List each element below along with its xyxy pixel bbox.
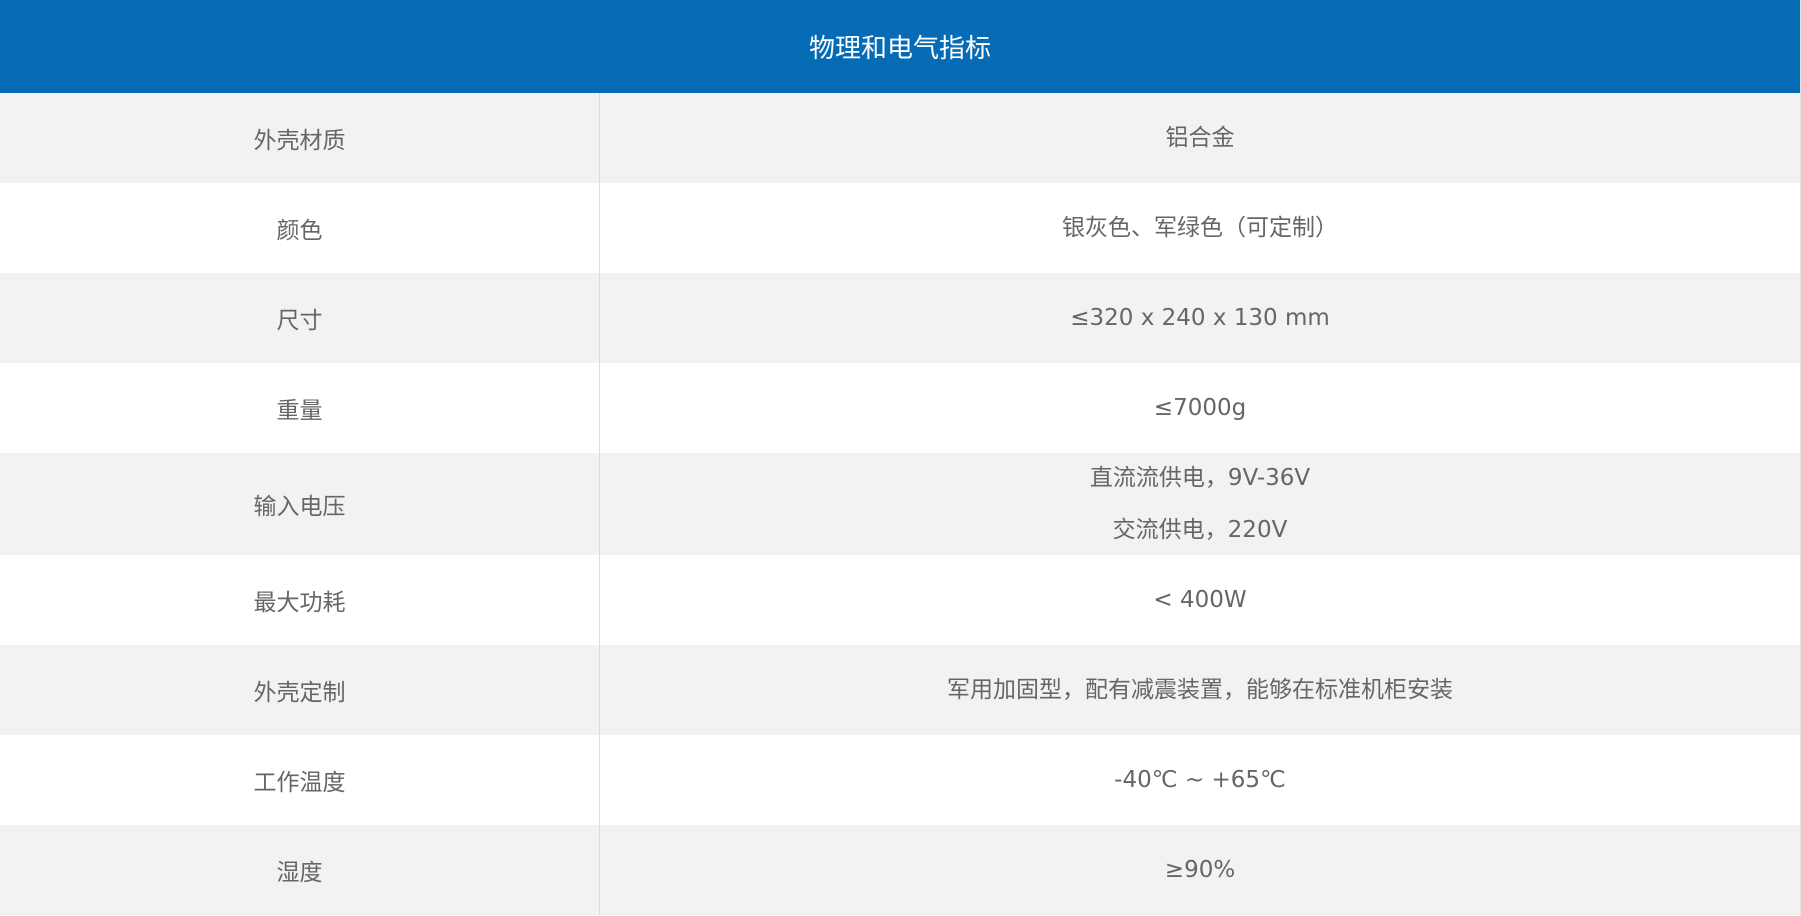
table-header: 物理和电气指标 — [0, 0, 1800, 93]
row-label: 输入电压 — [0, 453, 600, 555]
table-row: 外壳材质 铝合金 — [0, 93, 1800, 183]
row-label: 湿度 — [0, 825, 600, 915]
row-value: ≥90% — [1164, 857, 1236, 883]
row-value: 直流流供电，9V-36V — [1089, 465, 1311, 491]
table-row: 重量 ≤7000g — [0, 363, 1800, 453]
table-row: 外壳定制 军用加固型，配有减震装置，能够在标准机柜安装 — [0, 645, 1800, 735]
table-row: 湿度 ≥90% — [0, 825, 1800, 915]
table-row: 颜色 银灰色、军绿色（可定制） — [0, 183, 1800, 273]
row-label: 颜色 — [0, 183, 600, 273]
row-value-cell: 直流流供电，9V-36V 交流供电，220V — [600, 453, 1800, 555]
row-value: 军用加固型，配有减震装置，能够在标准机柜安装 — [947, 677, 1453, 703]
row-value: ≤7000g — [1153, 395, 1247, 421]
row-value-cell: ≥90% — [600, 825, 1800, 915]
row-value-cell: ≤320 x 240 x 130 mm — [600, 273, 1800, 363]
row-value-cell: < 400W — [600, 555, 1800, 645]
row-value-cell: 铝合金 — [600, 93, 1800, 183]
row-label: 尺寸 — [0, 273, 600, 363]
row-value: 交流供电，220V — [1112, 517, 1288, 543]
row-value-cell: 银灰色、军绿色（可定制） — [600, 183, 1800, 273]
row-label: 重量 — [0, 363, 600, 453]
row-value: ≤320 x 240 x 130 mm — [1070, 305, 1330, 331]
table-row: 最大功耗 < 400W — [0, 555, 1800, 645]
row-value: 银灰色、军绿色（可定制） — [1062, 215, 1338, 241]
table-row: 尺寸 ≤320 x 240 x 130 mm — [0, 273, 1800, 363]
row-label: 工作温度 — [0, 735, 600, 825]
table-title: 物理和电气指标 — [808, 34, 991, 64]
row-value: -40℃ ~ +65℃ — [1114, 767, 1286, 793]
row-label: 外壳材质 — [0, 93, 600, 183]
row-label: 外壳定制 — [0, 645, 600, 735]
table-row: 工作温度 -40℃ ~ +65℃ — [0, 735, 1800, 825]
row-value-cell: 军用加固型，配有减震装置，能够在标准机柜安装 — [600, 645, 1800, 735]
row-value: < 400W — [1153, 587, 1247, 613]
row-value-cell: ≤7000g — [600, 363, 1800, 453]
row-label: 最大功耗 — [0, 555, 600, 645]
row-value: 铝合金 — [1165, 125, 1235, 151]
row-value-cell: -40℃ ~ +65℃ — [600, 735, 1800, 825]
table-row: 输入电压 直流流供电，9V-36V 交流供电，220V — [0, 453, 1800, 555]
